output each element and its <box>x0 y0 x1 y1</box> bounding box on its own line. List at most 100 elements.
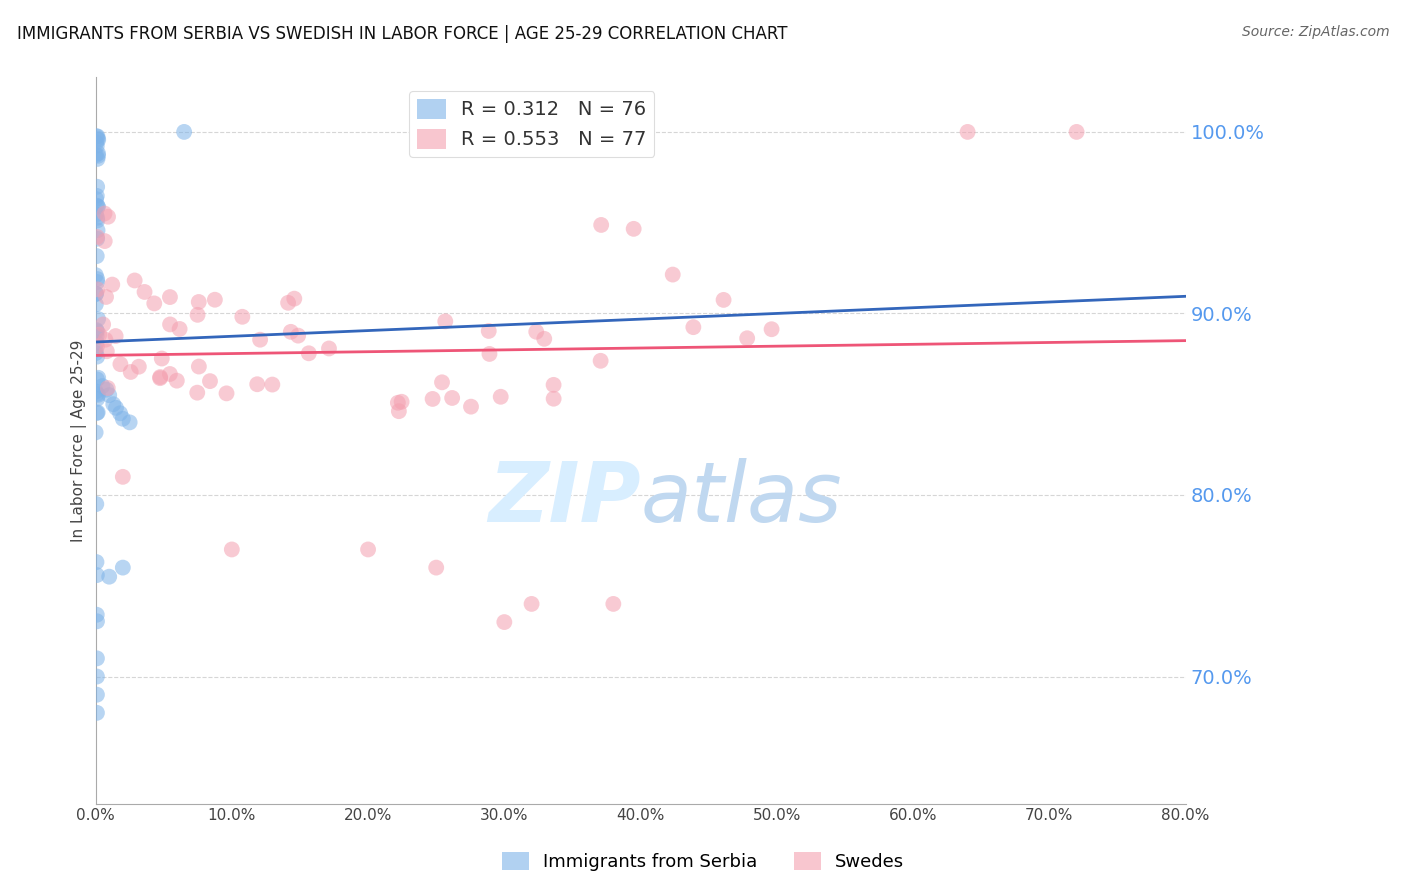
Point <box>87 200 110 214</box>
Point <box>86 324 108 338</box>
Point <box>86 405 108 419</box>
Point <box>391 394 413 409</box>
Point <box>86 406 108 420</box>
Point <box>108 406 131 420</box>
Point <box>86 392 108 406</box>
Point <box>387 396 409 410</box>
Point <box>280 325 302 339</box>
Point <box>87 371 110 385</box>
Point <box>159 367 181 381</box>
Point <box>204 293 226 307</box>
Point <box>118 416 141 430</box>
Point <box>623 222 645 236</box>
Point <box>105 401 128 415</box>
Point <box>262 377 284 392</box>
Point <box>86 706 108 720</box>
Point <box>187 359 209 374</box>
Point <box>86 131 108 145</box>
Point <box>543 377 565 392</box>
Point <box>84 425 107 440</box>
Point <box>357 542 380 557</box>
Legend: R = 0.312   N = 76, R = 0.553   N = 77: R = 0.312 N = 76, R = 0.553 N = 77 <box>409 91 654 157</box>
Point <box>84 268 107 282</box>
Point <box>86 615 108 629</box>
Point <box>86 323 108 337</box>
Point <box>86 232 108 246</box>
Point <box>101 277 124 292</box>
Point <box>98 388 121 402</box>
Point <box>124 273 146 287</box>
Point <box>86 607 108 622</box>
Point <box>86 199 108 213</box>
Point <box>84 343 107 357</box>
Point <box>287 328 309 343</box>
Legend: Immigrants from Serbia, Swedes: Immigrants from Serbia, Swedes <box>495 845 911 879</box>
Point <box>1066 125 1088 139</box>
Point <box>215 386 238 401</box>
Point <box>84 287 107 301</box>
Text: IMMIGRANTS FROM SERBIA VS SWEDISH IN LABOR FORCE | AGE 25-29 CORRELATION CHART: IMMIGRANTS FROM SERBIA VS SWEDISH IN LAB… <box>17 25 787 43</box>
Point <box>111 411 134 425</box>
Point <box>520 597 543 611</box>
Point <box>86 136 108 150</box>
Point <box>86 282 108 296</box>
Point <box>198 374 221 388</box>
Point <box>150 351 173 366</box>
Point <box>169 322 191 336</box>
Point <box>434 314 457 328</box>
Point <box>86 350 108 364</box>
Point <box>87 388 110 402</box>
Point <box>489 390 512 404</box>
Point <box>159 318 181 332</box>
Point <box>173 125 195 139</box>
Point <box>86 335 108 350</box>
Point <box>86 555 108 569</box>
Point <box>97 210 120 224</box>
Point <box>661 268 683 282</box>
Point <box>494 615 516 629</box>
Point <box>478 347 501 361</box>
Point <box>97 381 120 395</box>
Point <box>388 404 411 418</box>
Point <box>89 327 111 342</box>
Point <box>187 308 209 322</box>
Point <box>430 376 453 390</box>
Point <box>149 371 172 385</box>
Point <box>103 397 125 411</box>
Point <box>589 353 612 368</box>
Point <box>86 272 108 286</box>
Point <box>186 385 208 400</box>
Point <box>84 207 107 221</box>
Point <box>86 249 108 263</box>
Point <box>86 199 108 213</box>
Point <box>87 133 110 147</box>
Point <box>166 374 188 388</box>
Point <box>86 179 108 194</box>
Point <box>86 275 108 289</box>
Point <box>149 370 172 384</box>
Text: ZIP: ZIP <box>488 458 641 539</box>
Point <box>94 333 117 347</box>
Point <box>91 379 114 393</box>
Point <box>86 688 108 702</box>
Point <box>713 293 735 307</box>
Point <box>761 322 783 336</box>
Point <box>98 570 121 584</box>
Point <box>86 329 108 343</box>
Point <box>86 669 108 683</box>
Point <box>298 346 321 360</box>
Point <box>111 470 134 484</box>
Point <box>87 146 110 161</box>
Point <box>86 230 108 244</box>
Point <box>533 332 555 346</box>
Point <box>283 292 305 306</box>
Point <box>96 383 118 397</box>
Point <box>441 391 464 405</box>
Point <box>591 218 613 232</box>
Y-axis label: In Labor Force | Age 25-29: In Labor Force | Age 25-29 <box>72 339 87 541</box>
Point <box>86 568 108 582</box>
Point <box>735 331 758 345</box>
Point <box>86 189 108 203</box>
Point <box>143 296 166 310</box>
Point <box>84 297 107 311</box>
